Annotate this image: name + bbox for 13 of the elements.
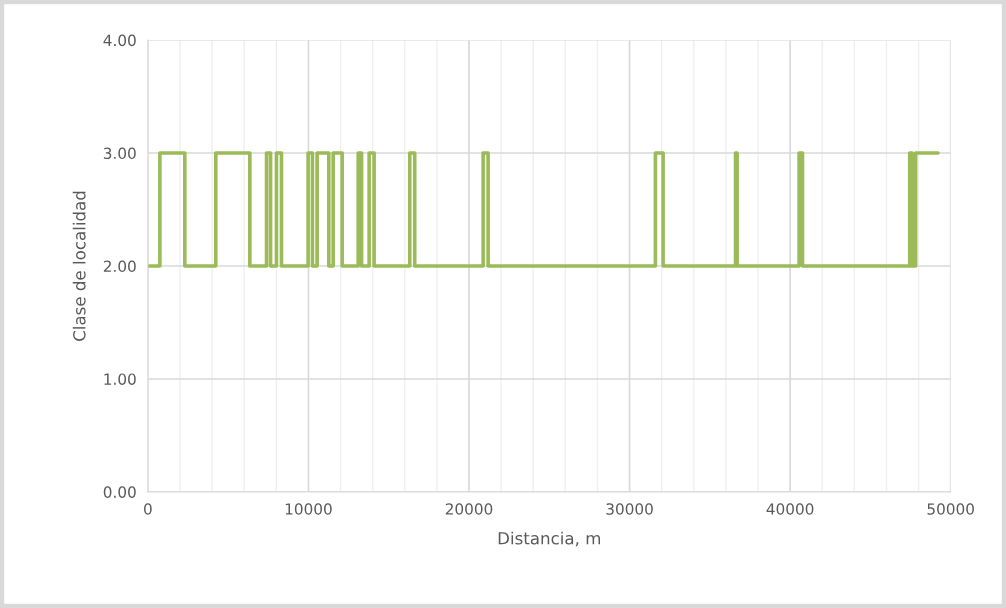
x-tick-label: 30000 bbox=[606, 503, 653, 515]
x-tick-label: 0 bbox=[144, 503, 152, 515]
x-axis-title: Distancia, m bbox=[498, 531, 601, 547]
x-tick-label: 50000 bbox=[927, 503, 974, 515]
x-tick-label: 10000 bbox=[285, 503, 332, 515]
y-tick-label: 2.00 bbox=[103, 260, 136, 273]
y-axis-title: Clase de localidad bbox=[72, 191, 86, 341]
y-tick-label: 1.00 bbox=[104, 373, 136, 385]
x-tick-label: 40000 bbox=[766, 503, 814, 515]
x-tick-label: 20000 bbox=[445, 503, 493, 515]
y-tick-label: 3.00 bbox=[103, 147, 136, 160]
y-tick-label: 4.00 bbox=[103, 34, 136, 47]
y-tick-label: 0.00 bbox=[103, 486, 136, 498]
